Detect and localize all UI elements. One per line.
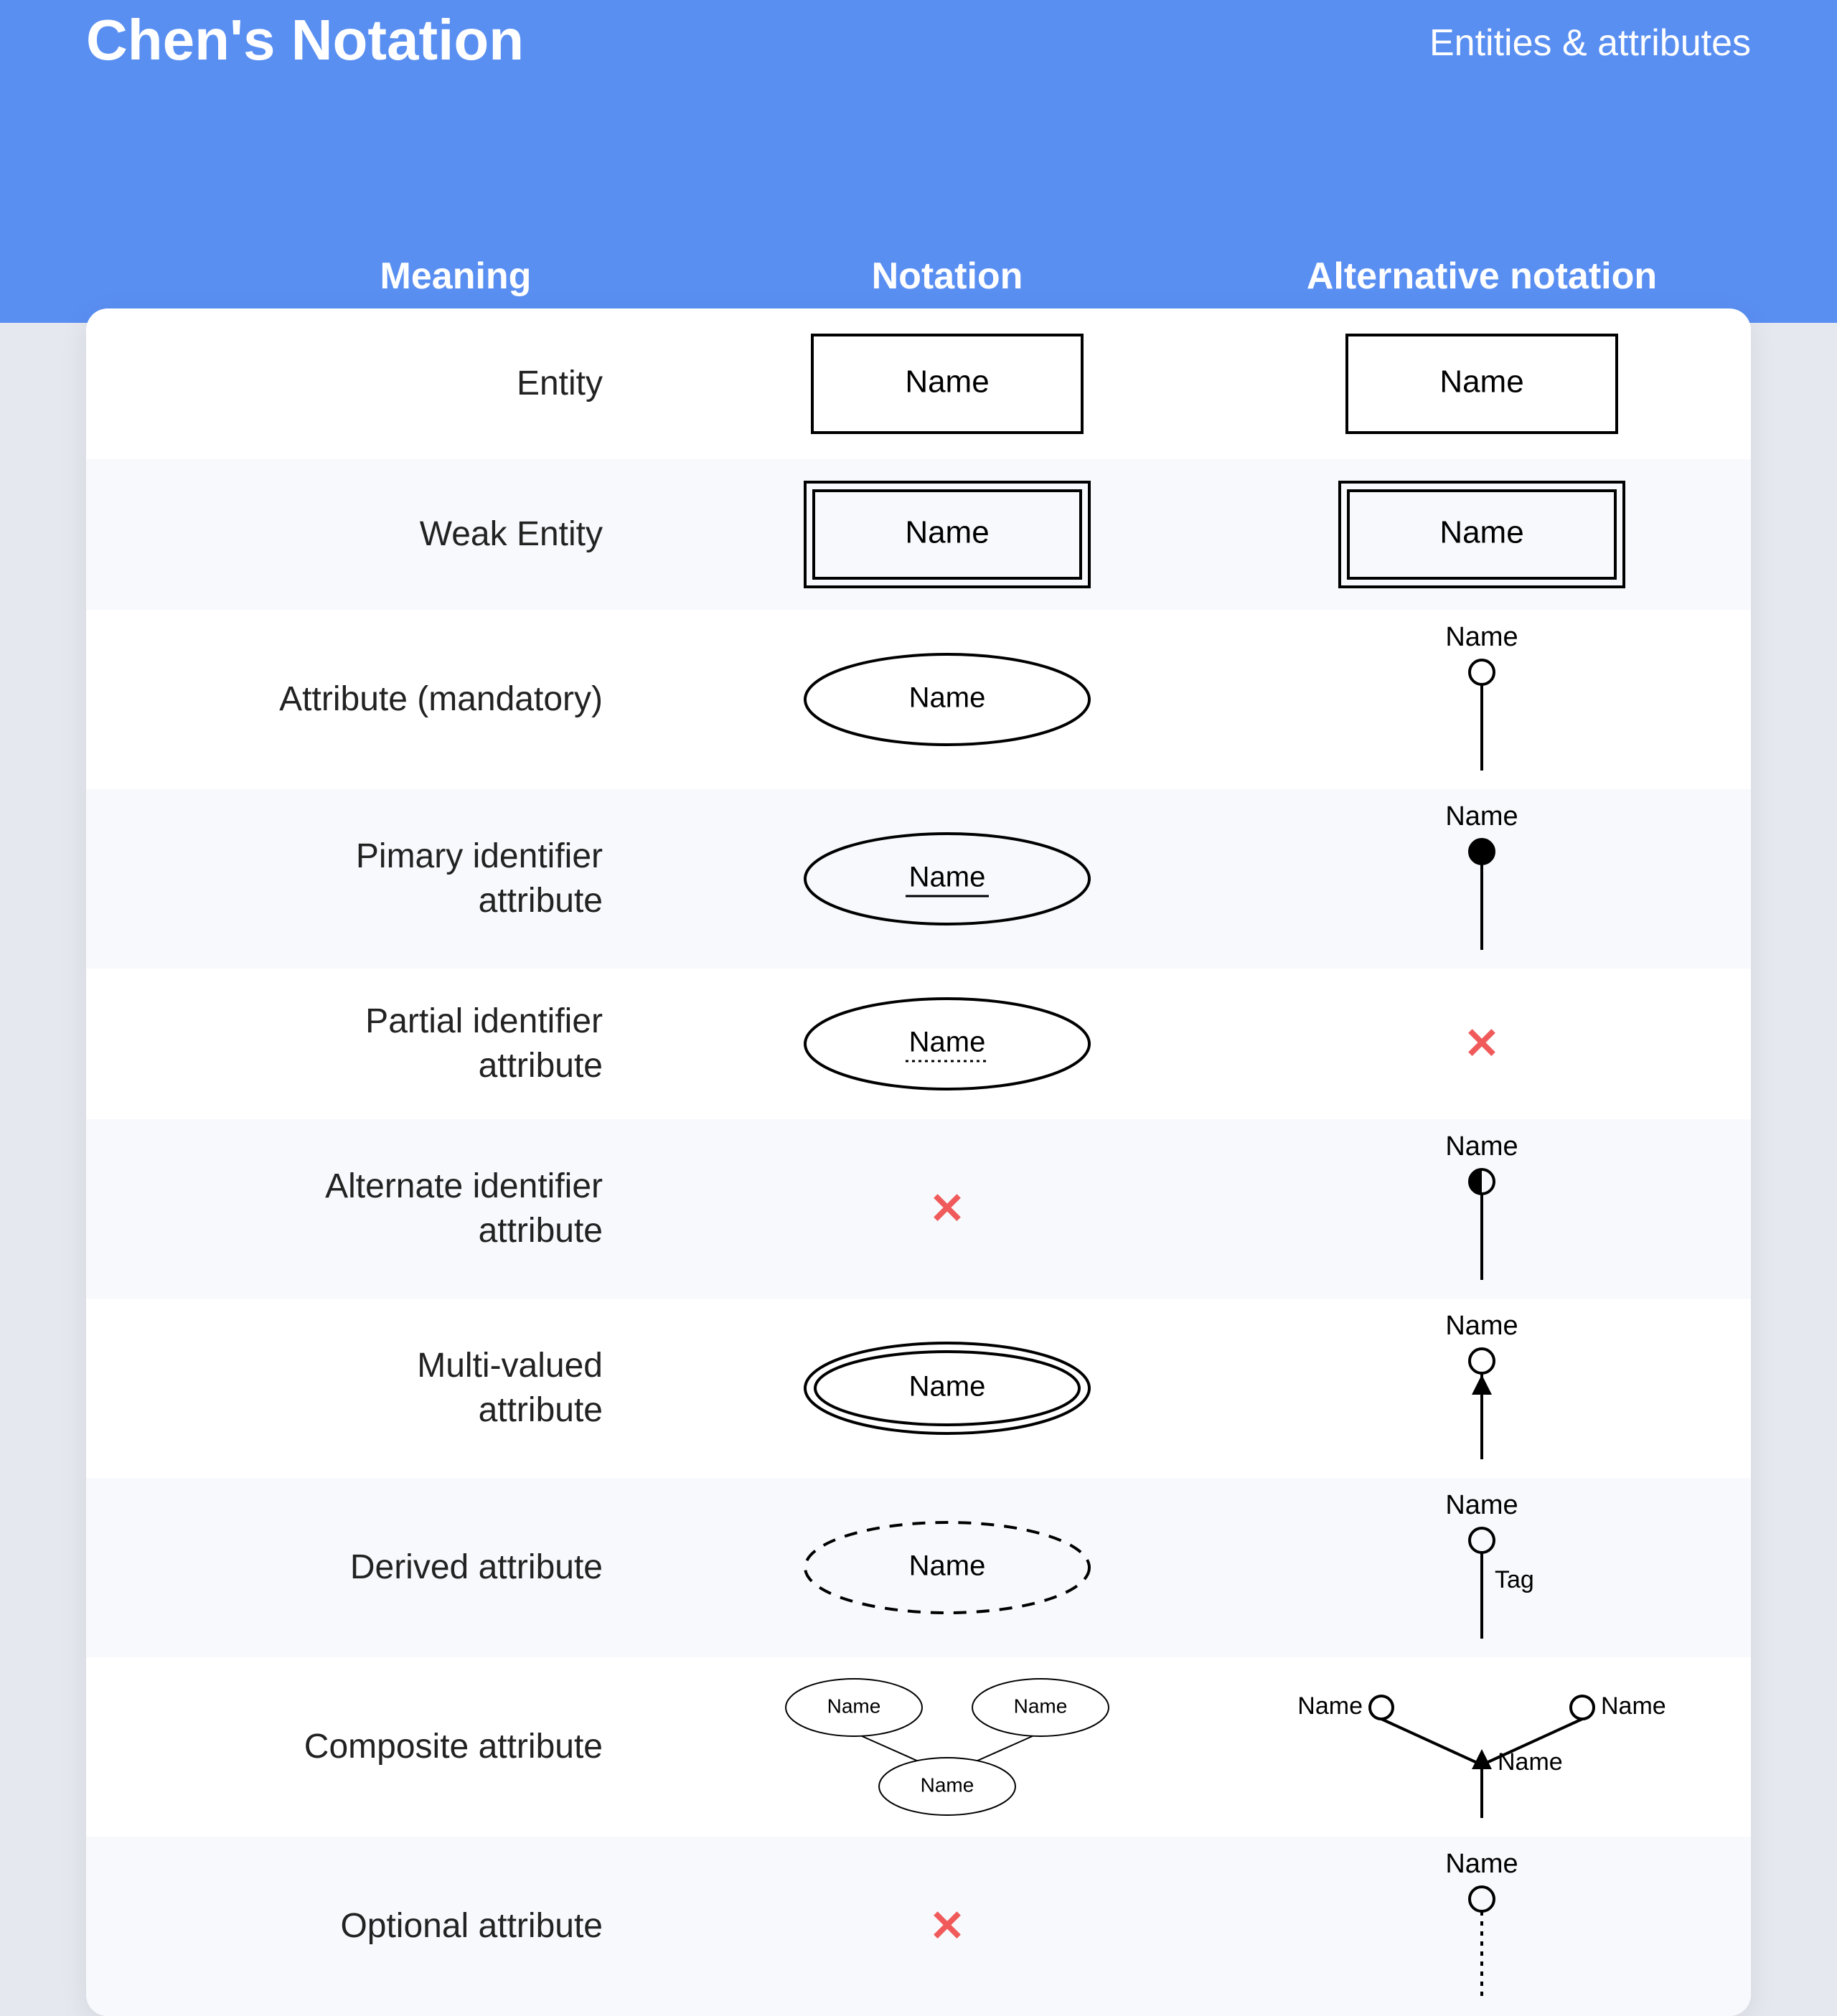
notation-cell: Name — [682, 308, 1213, 459]
svg-text:Name: Name — [909, 682, 986, 714]
notation-cell: Name — [682, 459, 1213, 610]
table-row: Partial identifierattribute Name ✕ — [86, 969, 1751, 1119]
table-row: Pimary identifierattribute Name Name — [86, 789, 1751, 969]
notation-cell: ✕ — [682, 1119, 1213, 1299]
svg-text:Name: Name — [1601, 1692, 1666, 1720]
row-meaning: Pimary identifierattribute — [86, 834, 682, 924]
alternative-cell: Name — [1213, 1837, 1751, 2016]
svg-text:Name: Name — [1445, 804, 1518, 832]
alternative-cell: Name — [1213, 610, 1751, 789]
table-row: Alternate identifierattribute ✕ Name — [86, 1119, 1751, 1299]
svg-text:Name: Name — [1445, 1134, 1518, 1162]
table-row: Optional attribute ✕ Name — [86, 1837, 1751, 2016]
cross-icon: ✕ — [929, 1184, 965, 1234]
col-alternative: Alternative notation — [1213, 255, 1751, 298]
header: Chen's Notation Entities & attributes Me… — [0, 0, 1837, 323]
col-meaning: Meaning — [86, 255, 682, 298]
alternative-cell: Name Name Name — [1213, 1657, 1751, 1837]
svg-text:Name: Name — [1445, 624, 1518, 652]
svg-text:Name: Name — [909, 1371, 986, 1403]
svg-text:Name: Name — [827, 1695, 881, 1717]
table-row: Attribute (mandatory) Name Name — [86, 610, 1751, 789]
svg-text:Name: Name — [1445, 1492, 1518, 1520]
notation-cell: ✕ — [682, 1837, 1213, 2016]
row-meaning: Partial identifierattribute — [86, 999, 682, 1089]
notation-cell: Name — [682, 789, 1213, 969]
row-meaning: Composite attribute — [86, 1725, 682, 1769]
alternative-cell: Name Tag — [1213, 1478, 1751, 1657]
row-meaning: Attribute (mandatory) — [86, 677, 682, 722]
row-meaning: Derived attribute — [86, 1545, 682, 1590]
svg-text:Name: Name — [1498, 1748, 1563, 1776]
alternative-cell: Name — [1213, 1119, 1751, 1299]
alternative-cell: Name — [1213, 789, 1751, 969]
row-meaning: Multi-valuedattribute — [86, 1344, 682, 1433]
notation-table: EntityNameNameWeak EntityNameNameAttribu… — [86, 308, 1751, 2016]
svg-text:Name: Name — [909, 1550, 986, 1582]
table-row: Multi-valuedattribute Name Name — [86, 1299, 1751, 1478]
svg-text:Name: Name — [1445, 1313, 1518, 1341]
row-meaning: Alternate identifierattribute — [86, 1164, 682, 1254]
table-row: Entity Name Name — [86, 308, 1751, 459]
alternative-cell: ✕ — [1213, 969, 1751, 1119]
svg-text:Tag: Tag — [1495, 1566, 1534, 1593]
svg-text:Name: Name — [921, 1774, 974, 1796]
svg-text:Name: Name — [909, 1027, 986, 1058]
table-row: Weak Entity Name Name — [86, 459, 1751, 610]
page-subtitle: Entities & attributes — [1429, 22, 1751, 65]
svg-text:Name: Name — [905, 364, 989, 400]
table-row: Derived attribute Name Name Tag — [86, 1478, 1751, 1657]
table-row: Composite attributeNameNameNameNameNameN… — [86, 1657, 1751, 1837]
cross-icon: ✕ — [929, 1901, 965, 1951]
svg-text:Name: Name — [1439, 515, 1523, 550]
row-meaning: Weak Entity — [86, 512, 682, 557]
alternative-cell: Name — [1213, 459, 1751, 610]
cross-icon: ✕ — [1464, 1019, 1500, 1069]
column-headers: Meaning Notation Alternative notation — [86, 255, 1751, 298]
svg-text:Name: Name — [1439, 364, 1523, 400]
notation-cell: Name Name Name — [682, 1657, 1213, 1837]
row-meaning: Optional attribute — [86, 1904, 682, 1949]
alternative-cell: Name — [1213, 1299, 1751, 1478]
col-notation: Notation — [682, 255, 1213, 298]
notation-cell: Name — [682, 1299, 1213, 1478]
notation-cell: Name — [682, 1478, 1213, 1657]
svg-text:Name: Name — [1014, 1695, 1068, 1717]
svg-text:Name: Name — [905, 515, 989, 550]
row-meaning: Entity — [86, 362, 682, 406]
alternative-cell: Name — [1213, 308, 1751, 459]
notation-cell: Name — [682, 610, 1213, 789]
notation-cell: Name — [682, 969, 1213, 1119]
svg-text:Name: Name — [909, 862, 986, 893]
svg-text:Name: Name — [1297, 1692, 1363, 1720]
svg-text:Name: Name — [1445, 1851, 1518, 1879]
